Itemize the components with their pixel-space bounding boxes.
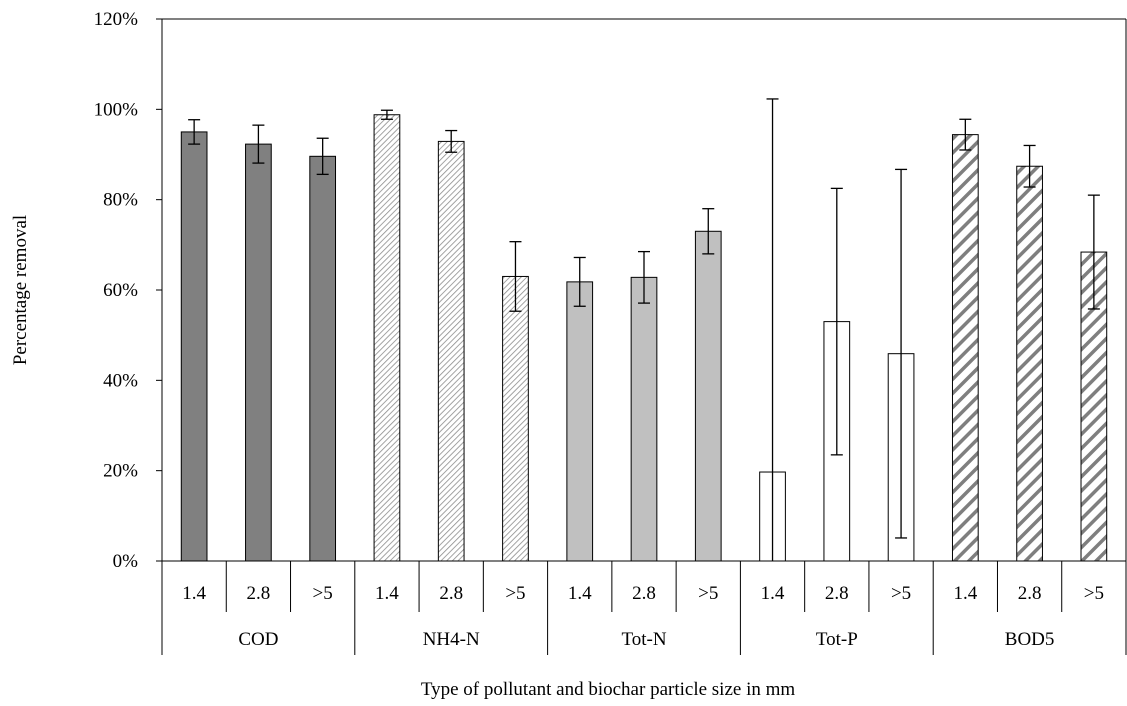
x-category-label: 2.8: [632, 583, 656, 604]
x-category-label: >5: [698, 583, 718, 604]
bar: [180, 131, 208, 562]
x-category-label: >5: [505, 583, 525, 604]
bar: [245, 143, 272, 562]
x-category-label: 1.4: [375, 583, 399, 604]
y-tick-label: 0%: [113, 551, 139, 572]
x-category-label: 2.8: [1018, 583, 1042, 604]
x-category-label: 2.8: [825, 583, 849, 604]
x-group-label: BOD5: [1005, 629, 1055, 650]
x-group-label: Tot-P: [816, 629, 858, 650]
bar: [437, 140, 465, 562]
x-category-label: >5: [1084, 583, 1104, 604]
y-axis-title: Percentage removal: [10, 215, 31, 365]
bar: [951, 134, 979, 562]
bar: [630, 276, 658, 562]
bars-layer: [180, 114, 1108, 562]
bar: [373, 114, 401, 562]
x-category-label: 1.4: [953, 583, 977, 604]
bar: [566, 281, 594, 562]
x-category-label: 2.8: [439, 583, 463, 604]
x-axis-title: Type of pollutant and biochar particle s…: [421, 679, 796, 700]
y-tick-label: 80%: [103, 190, 138, 211]
x-category-label: >5: [313, 583, 333, 604]
plot-area: [162, 18, 1127, 561]
x-category-label: 2.8: [247, 583, 271, 604]
y-tick-label: 100%: [94, 99, 139, 120]
x-category-label: 1.4: [761, 583, 785, 604]
bar: [502, 275, 529, 562]
y-tick-label: 20%: [103, 461, 138, 482]
x-category-label: 1.4: [182, 583, 206, 604]
x-group-label: COD: [238, 629, 278, 650]
x-group-label: NH4-N: [423, 629, 480, 650]
x-category-label: >5: [891, 583, 911, 604]
bar: [694, 230, 722, 562]
axes-layer: 0% 20% 40% 60% 80% 100% 120% 1.4 2.8 >5 COD 1.4 2.8 >…: [94, 9, 1127, 655]
x-group-label: Tot-N: [621, 629, 666, 650]
bar: [1016, 165, 1043, 562]
y-tick-label: 120%: [94, 9, 139, 30]
error-bars-layer: [188, 98, 1100, 561]
y-tick-label: 60%: [103, 280, 138, 301]
bar: [309, 155, 337, 562]
y-tick-label: 40%: [103, 370, 138, 391]
x-category-label: 1.4: [568, 583, 592, 604]
